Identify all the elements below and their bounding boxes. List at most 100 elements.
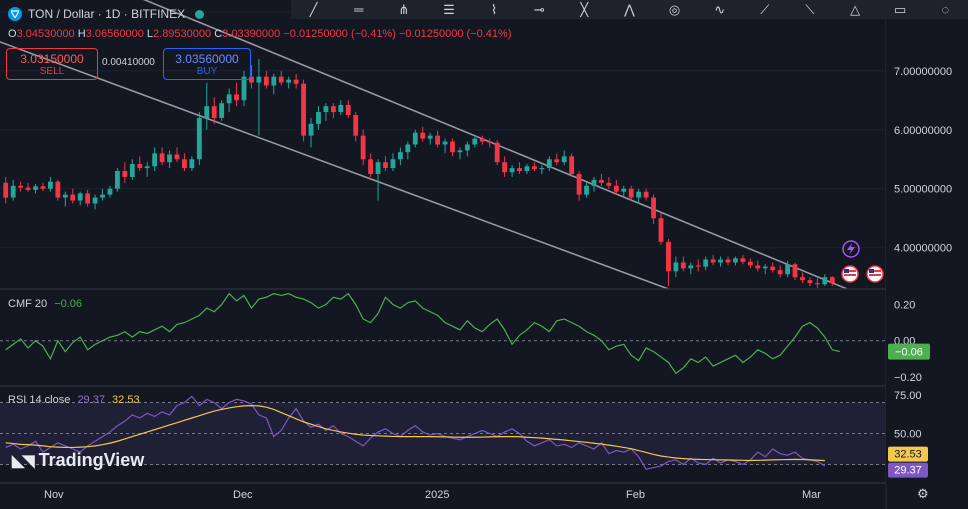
candle-body: [174, 154, 180, 160]
price-tick-label: 5.00000000: [894, 184, 952, 196]
candle-body: [710, 259, 716, 263]
trend-channel[interactable]: [0, 0, 848, 290]
text-icon[interactable]: ⊸: [533, 1, 545, 17]
cmf-tick-label: −0.20: [894, 372, 922, 384]
tradingview-mark-icon: ◣◥: [12, 452, 35, 470]
candle-body: [167, 154, 172, 163]
candle-body: [435, 135, 441, 145]
magnet-icon[interactable]: ∿: [714, 1, 726, 17]
candle-body: [256, 76, 262, 83]
candle-body: [219, 103, 225, 118]
rsi-series: [5, 395, 826, 470]
rsi-legend[interactable]: RSI 14 close 29.37 32.53: [8, 394, 140, 406]
rsi-tick-label: 75.00: [894, 390, 922, 402]
candle-body: [517, 168, 522, 172]
candle-body: [561, 156, 567, 163]
line-tool-icon[interactable]: ╱: [309, 1, 318, 17]
candle-body: [621, 188, 627, 192]
candle-body: [800, 277, 805, 281]
open-value: 3.04530000: [16, 28, 75, 40]
axis-badges: −0.06 32.53 29.37: [888, 343, 930, 478]
candle-body: [397, 152, 403, 160]
pattern-icon[interactable]: ⋀: [624, 1, 635, 17]
close-label: C: [214, 28, 223, 40]
candle-body: [182, 159, 187, 169]
candle-body: [584, 185, 589, 195]
candle-body: [427, 135, 433, 139]
x-tick-nov: Nov: [44, 489, 64, 501]
candle-body: [464, 144, 470, 151]
candle-body: [688, 265, 694, 269]
more-icon[interactable]: ◌: [941, 2, 950, 17]
candle-body: [234, 94, 239, 101]
candle-body: [777, 270, 783, 275]
event-markers[interactable]: [841, 240, 884, 283]
brush-icon[interactable]: ⌇: [490, 1, 498, 17]
buy-label: BUY: [196, 66, 218, 77]
candle-body: [189, 159, 195, 169]
candle-body: [62, 194, 68, 198]
measure-icon[interactable]: ╳: [580, 1, 589, 17]
flag-stripe: [844, 274, 856, 276]
buy-price: 3.03560000: [175, 52, 239, 66]
close-value: 3.03390000: [222, 28, 281, 40]
candle-body: [345, 104, 351, 116]
candle-body: [755, 265, 761, 269]
symbol-title[interactable]: TON / Dollar · 1D · BITFINEX: [28, 7, 186, 21]
candle-body: [122, 171, 128, 177]
candle-body: [531, 166, 537, 170]
low-label: L: [146, 28, 154, 40]
price-axis-background: [886, 0, 968, 484]
candle-body: [539, 168, 545, 170]
candle-body: [740, 258, 746, 262]
candle-body: [479, 138, 485, 142]
candle-body: [137, 163, 143, 169]
rsi-ma-badge-text: 32.53: [894, 449, 922, 461]
sell-button[interactable]: 3.03150000 SELL: [6, 48, 98, 80]
candle-body: [569, 156, 575, 174]
candle-body: [360, 135, 366, 160]
price-axis[interactable]: 8.000000007.000000006.000000005.00000000…: [886, 0, 968, 484]
zoom-icon[interactable]: ◎: [668, 1, 681, 17]
candle-body: [263, 76, 269, 86]
candle-body: [33, 186, 38, 190]
shape-icon[interactable]: △: [850, 1, 861, 17]
lock-icon[interactable]: ⟋: [760, 1, 770, 17]
candle-body: [368, 159, 374, 174]
candle-body: [316, 112, 321, 124]
candle-body: [3, 182, 9, 198]
candle-body: [129, 163, 135, 177]
candle-body: [613, 185, 619, 192]
symbol-header[interactable]: TON / Dollar · 1D · BITFINEX: [8, 7, 205, 21]
pitchfork-icon[interactable]: ⋔: [398, 1, 410, 17]
settings-gear-icon[interactable]: ⚙: [917, 486, 929, 501]
eye-icon[interactable]: ⟍: [805, 1, 815, 17]
lower-trendline: [0, 41, 669, 290]
flag-canton: [844, 269, 849, 273]
candle-body: [249, 76, 254, 83]
candle-body: [785, 264, 791, 275]
buy-button[interactable]: 3.03560000 BUY: [163, 48, 251, 80]
candle-body: [725, 259, 731, 263]
candle-body: [792, 264, 798, 278]
ray-tool-icon[interactable]: ═: [354, 2, 364, 17]
event-bolt-ring: [842, 240, 860, 258]
candle-body: [301, 83, 307, 136]
sell-label: SELL: [39, 66, 65, 77]
candle-body: [680, 262, 686, 269]
candle-body: [628, 188, 634, 198]
arrow-icon[interactable]: ▭: [894, 1, 907, 17]
high-value: 3.06560000: [85, 28, 144, 40]
rsi-band-zone: [0, 402, 886, 465]
candle-body: [829, 277, 835, 284]
cmf-legend[interactable]: CMF 20 −0.06: [8, 298, 82, 310]
change-value-2: −0.01250000 (−0.41%): [398, 28, 512, 40]
cmf-series: [5, 292, 840, 375]
fib-icon[interactable]: ☰: [443, 1, 455, 17]
candle-body: [338, 104, 344, 113]
candle-body: [412, 132, 418, 145]
candle-body: [375, 162, 381, 174]
